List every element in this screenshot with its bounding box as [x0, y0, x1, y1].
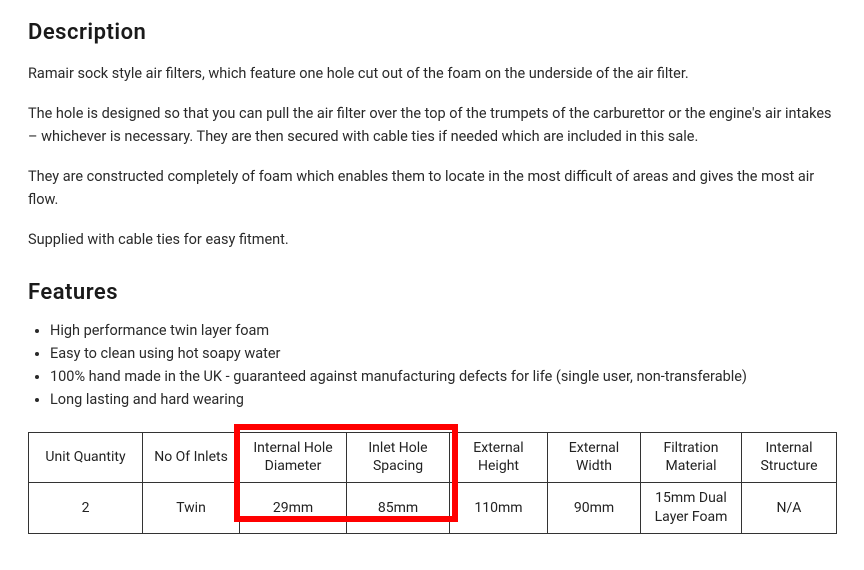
- table-row: 2 Twin 29mm 85mm 110mm 90mm 15mm Dual La…: [29, 483, 837, 534]
- col-external-width: External Width: [548, 432, 641, 483]
- col-internal-hole-diameter: Internal Hole Diameter: [240, 432, 347, 483]
- spec-table: Unit Quantity No Of Inlets Internal Hole…: [28, 432, 837, 535]
- description-p1: Ramair sock style air filters, which fea…: [28, 63, 836, 85]
- cell-internal-structure: N/A: [742, 483, 837, 534]
- cell-unit-quantity: 2: [29, 483, 143, 534]
- feature-item: 100% hand made in the UK - guaranteed ag…: [50, 365, 836, 388]
- description-p2: The hole is designed so that you can pul…: [28, 103, 836, 148]
- features-heading: Features: [28, 280, 836, 305]
- col-no-of-inlets: No Of Inlets: [143, 432, 240, 483]
- col-external-height: External Height: [450, 432, 548, 483]
- cell-internal-hole-diameter: 29mm: [240, 483, 347, 534]
- cell-inlet-hole-spacing: 85mm: [347, 483, 450, 534]
- description-heading: Description: [28, 20, 836, 45]
- cell-external-height: 110mm: [450, 483, 548, 534]
- cell-no-of-inlets: Twin: [143, 483, 240, 534]
- description-p4: Supplied with cable ties for easy fitmen…: [28, 229, 836, 251]
- cell-filtration-material: 15mm Dual Layer Foam: [641, 483, 742, 534]
- features-list: High performance twin layer foam Easy to…: [28, 319, 836, 412]
- feature-item: High performance twin layer foam: [50, 319, 836, 342]
- col-inlet-hole-spacing: Inlet Hole Spacing: [347, 432, 450, 483]
- feature-item: Long lasting and hard wearing: [50, 388, 836, 411]
- cell-external-width: 90mm: [548, 483, 641, 534]
- spec-table-wrap: Unit Quantity No Of Inlets Internal Hole…: [28, 432, 836, 535]
- description-p3: They are constructed completely of foam …: [28, 166, 836, 211]
- feature-item: Easy to clean using hot soapy water: [50, 342, 836, 365]
- col-unit-quantity: Unit Quantity: [29, 432, 143, 483]
- col-filtration-material: Filtration Material: [641, 432, 742, 483]
- table-header-row: Unit Quantity No Of Inlets Internal Hole…: [29, 432, 837, 483]
- col-internal-structure: Internal Structure: [742, 432, 837, 483]
